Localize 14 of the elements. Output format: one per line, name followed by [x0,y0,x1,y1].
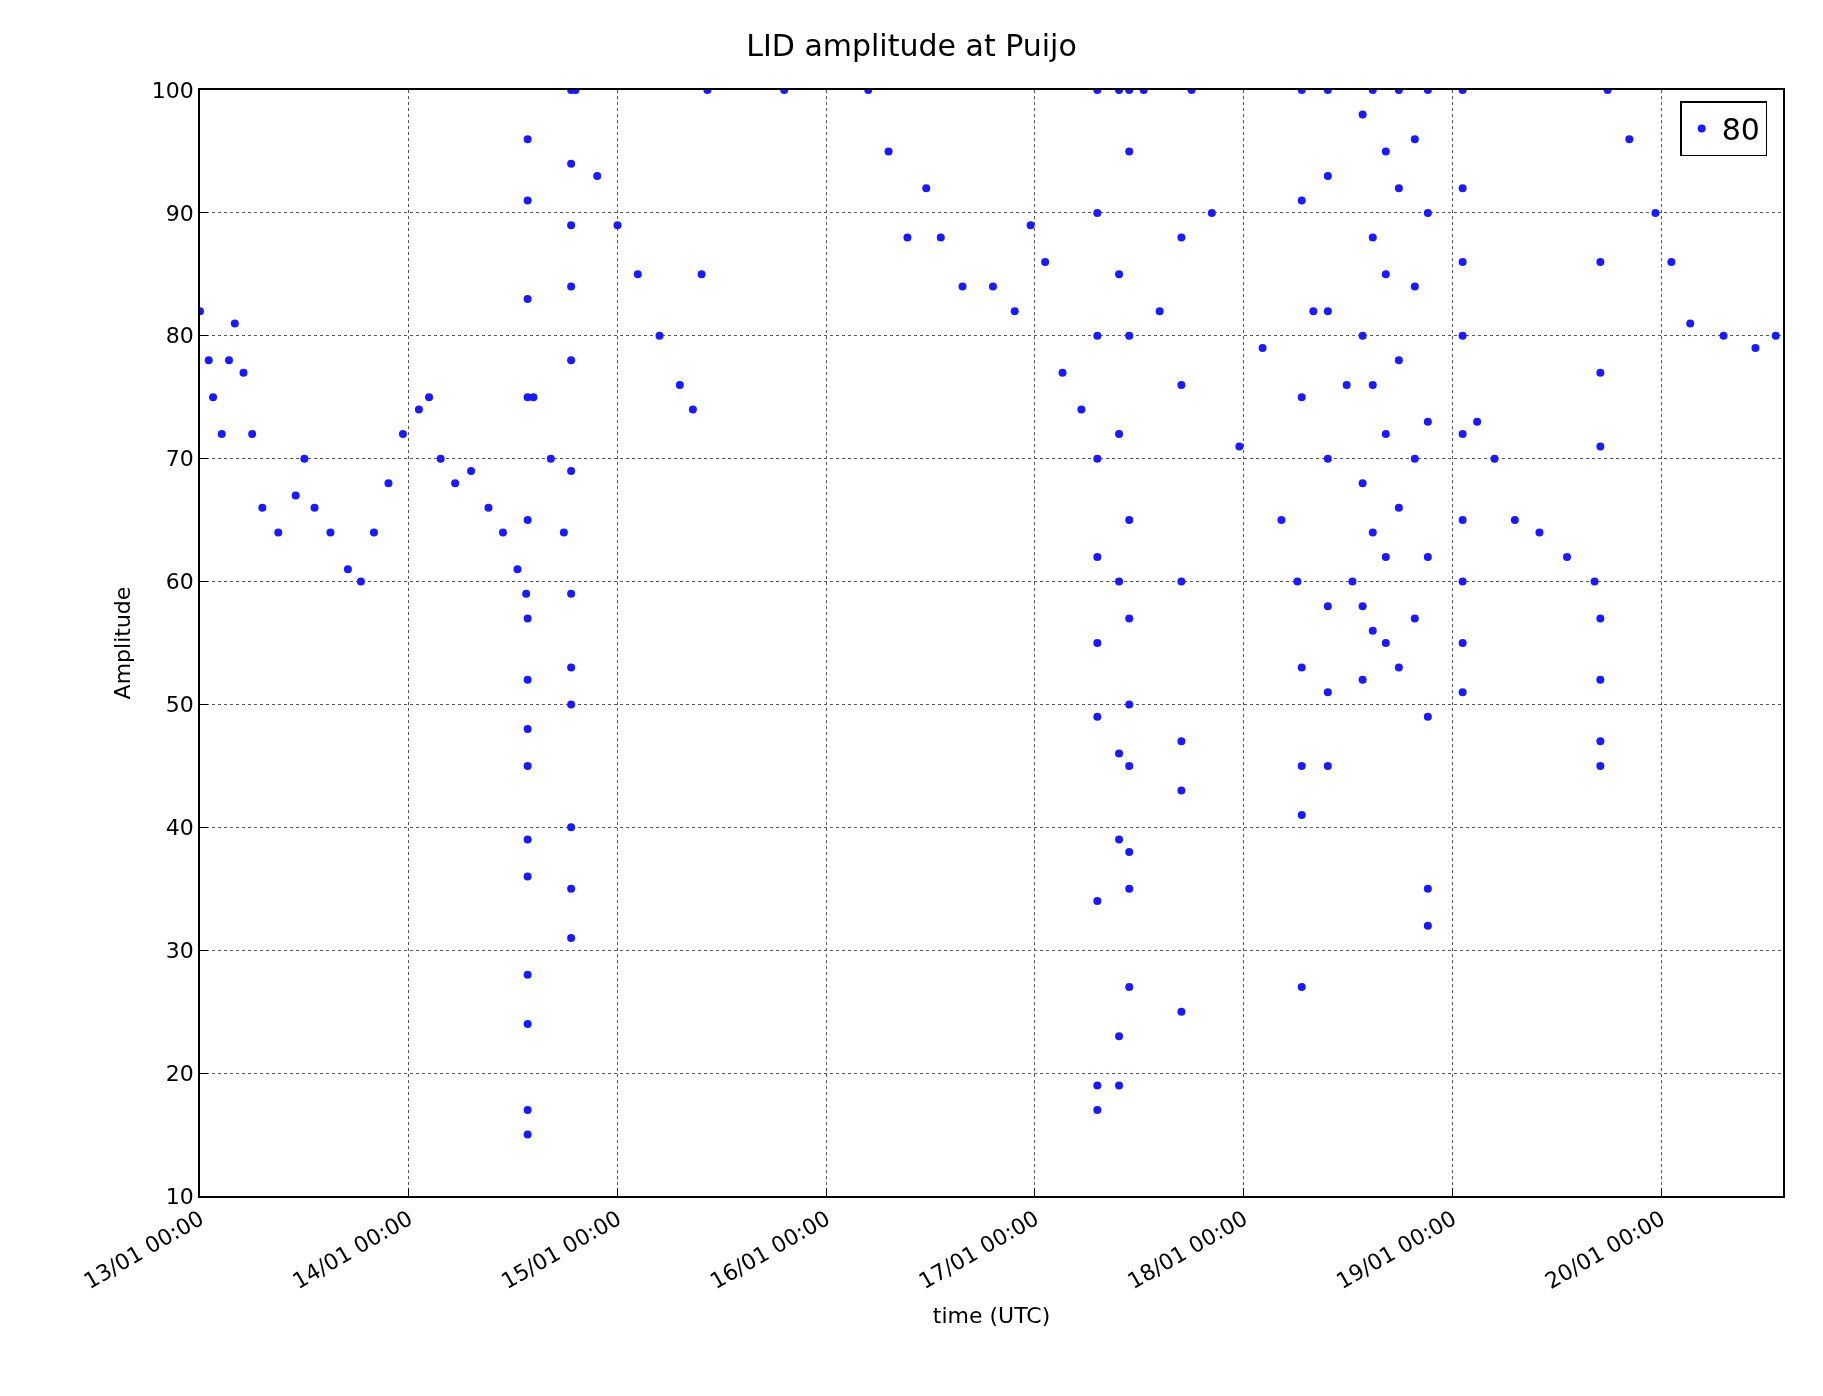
y-tick-label: 20 [165,1060,194,1086]
y-tick-label: 60 [165,569,194,595]
y-tick-label: 10 [165,1183,194,1209]
x-axis-title: time (UTC) [932,1303,1051,1329]
legend-label: 80 [1721,112,1760,148]
y-tick-label: 30 [165,937,194,963]
chart-title: LID amplitude at Puijo [746,27,1077,63]
y-tick-label: 70 [165,446,194,472]
y-tick-label: 40 [165,815,194,841]
y-tick-label: 100 [151,77,194,103]
y-tick-label: 80 [165,323,194,349]
y-axis-title: Amplitude [110,586,136,700]
y-tick-label: 50 [165,692,194,718]
y-tick-label: 90 [165,200,194,226]
